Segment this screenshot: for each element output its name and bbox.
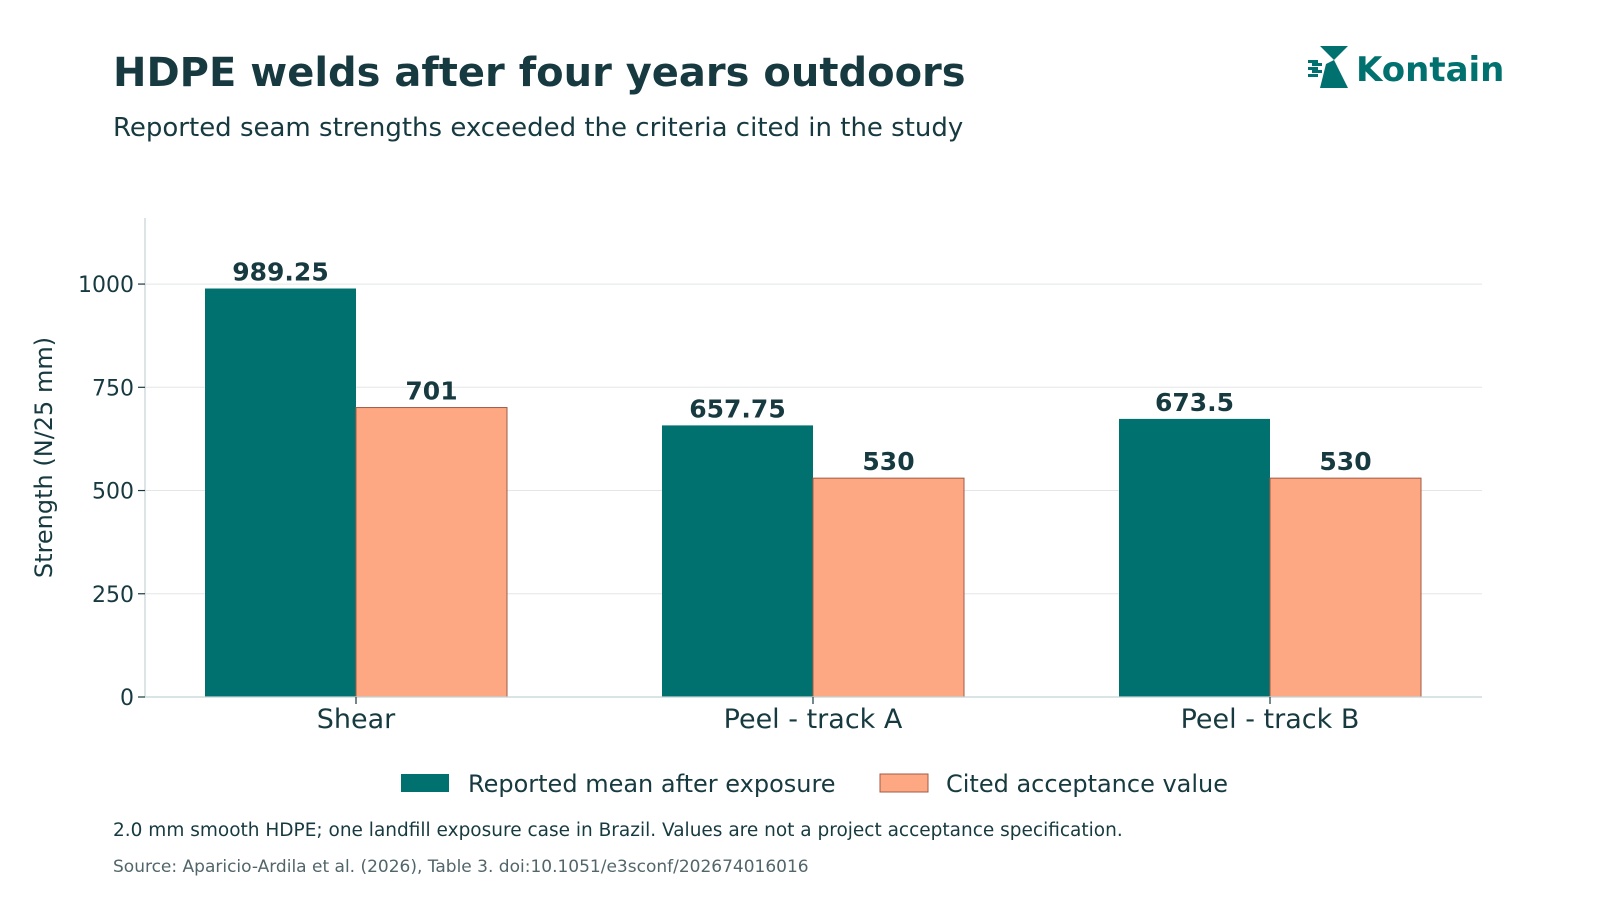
legend-swatch (879, 773, 929, 793)
brand-logo: Kontain (1308, 46, 1504, 90)
x-tick-label: Peel - track A (724, 704, 903, 735)
brand-name: Kontain (1356, 50, 1504, 90)
bar-cited (1269, 477, 1422, 698)
bar-value-label: 673.5 (1155, 388, 1234, 417)
y-tick-label: 1000 (78, 273, 134, 298)
k-mark-logo-icon (1308, 46, 1348, 88)
x-tick-label: Peel - track B (1181, 704, 1360, 735)
footnote: 2.0 mm smooth HDPE; one landfill exposur… (113, 820, 1123, 841)
legend-label: Cited acceptance value (946, 770, 1228, 798)
bar-value-label: 530 (862, 447, 914, 476)
bars (205, 288, 1422, 698)
y-tick-label: 750 (92, 376, 134, 401)
chart-title: HDPE welds after four years outdoors (113, 50, 966, 96)
y-tick-label: 500 (92, 480, 134, 505)
bar-value-label: 701 (405, 377, 457, 406)
bar-value-labels: 989.25 657.75 673.5 701 530 530 (232, 258, 1371, 477)
bar-reported (662, 425, 813, 697)
y-tick-label: 0 (120, 686, 134, 711)
axes: 0 250 500 750 1000 Shear Peel - track A Peel - … (30, 218, 1482, 735)
legend-swatch (401, 774, 449, 792)
bar-value-label: 989.25 (232, 258, 328, 287)
y-tick-label: 250 (92, 583, 134, 608)
legend-label: Reported mean after exposure (468, 770, 836, 798)
x-tick-label: Shear (317, 704, 396, 735)
bar-value-label: 657.75 (689, 394, 785, 423)
y-axis-title: Strength (N/25 mm) (30, 337, 58, 578)
chart-subtitle: Reported seam strengths exceeded the cri… (113, 113, 964, 143)
bar-reported (1119, 418, 1270, 697)
bar-value-label: 530 (1319, 447, 1371, 476)
bar-reported (205, 288, 356, 697)
bar-cited (355, 407, 508, 698)
bar-cited (812, 477, 965, 698)
legend: Reported mean after exposure Cited accept… (401, 770, 1228, 798)
source-note: Source: Aparicio-Ardila et al. (2026), T… (113, 857, 809, 877)
